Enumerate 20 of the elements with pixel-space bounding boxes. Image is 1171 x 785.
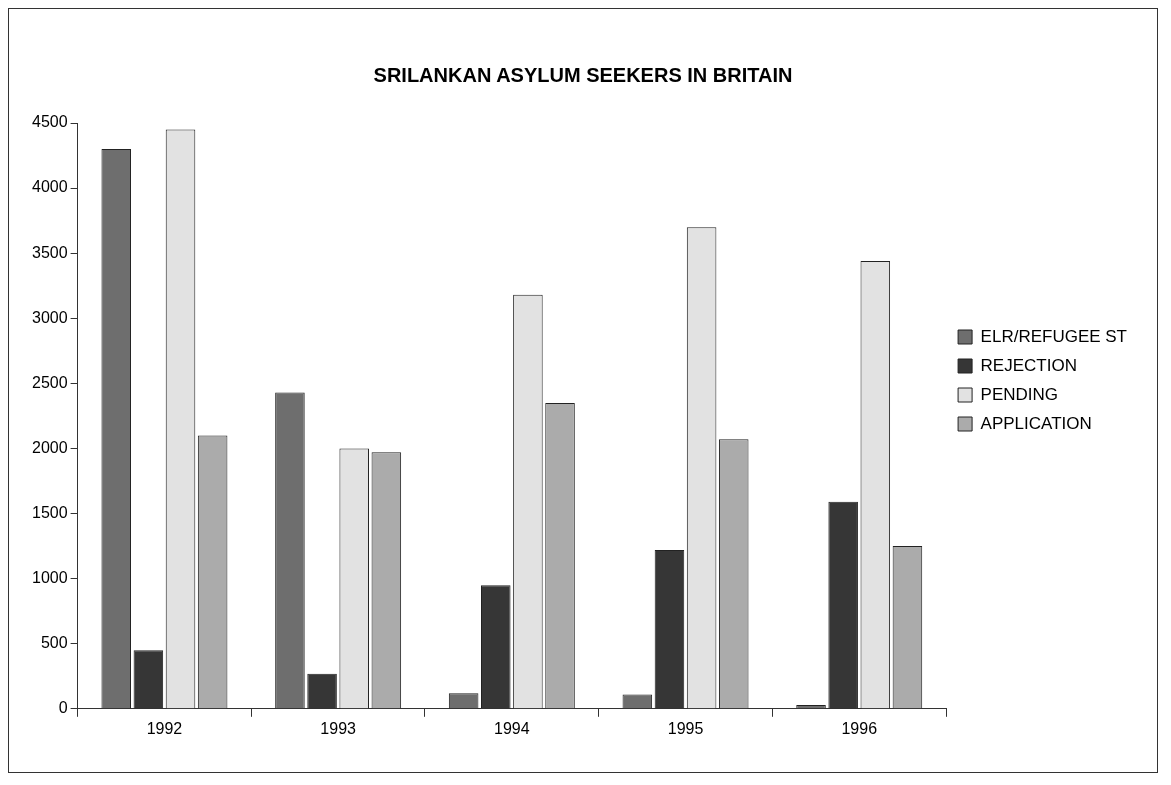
y-tick-label: 4000: [32, 178, 68, 196]
y-tick-label: 1500: [32, 503, 68, 521]
y-tick-label: 3500: [32, 243, 68, 261]
y-tick-label: 2500: [32, 373, 68, 391]
x-tick-label: 1993: [320, 719, 357, 737]
x-tick-label: 1996: [841, 719, 878, 737]
legend-label: REJECTION: [980, 355, 1077, 375]
chart-title: SRILANKAN ASYLUM SEEKERS IN BRITAIN: [373, 63, 793, 86]
y-tick-label: 3000: [32, 308, 68, 326]
legend-label: APPLICATION: [980, 413, 1092, 433]
x-tick-label: 1995: [667, 719, 704, 737]
x-tick-label: 1992: [146, 719, 183, 737]
y-tick-label: 0: [58, 699, 68, 717]
legend-label: PENDING: [980, 384, 1059, 404]
x-tick-label: 1994: [494, 719, 530, 737]
y-tick-label: 1000: [32, 569, 68, 587]
y-tick-label: 500: [40, 634, 68, 652]
legend-label: ELR/REFUGEE ST: [980, 326, 1127, 346]
y-tick-label: 4500: [32, 113, 68, 131]
y-tick-label: 2000: [32, 438, 68, 456]
